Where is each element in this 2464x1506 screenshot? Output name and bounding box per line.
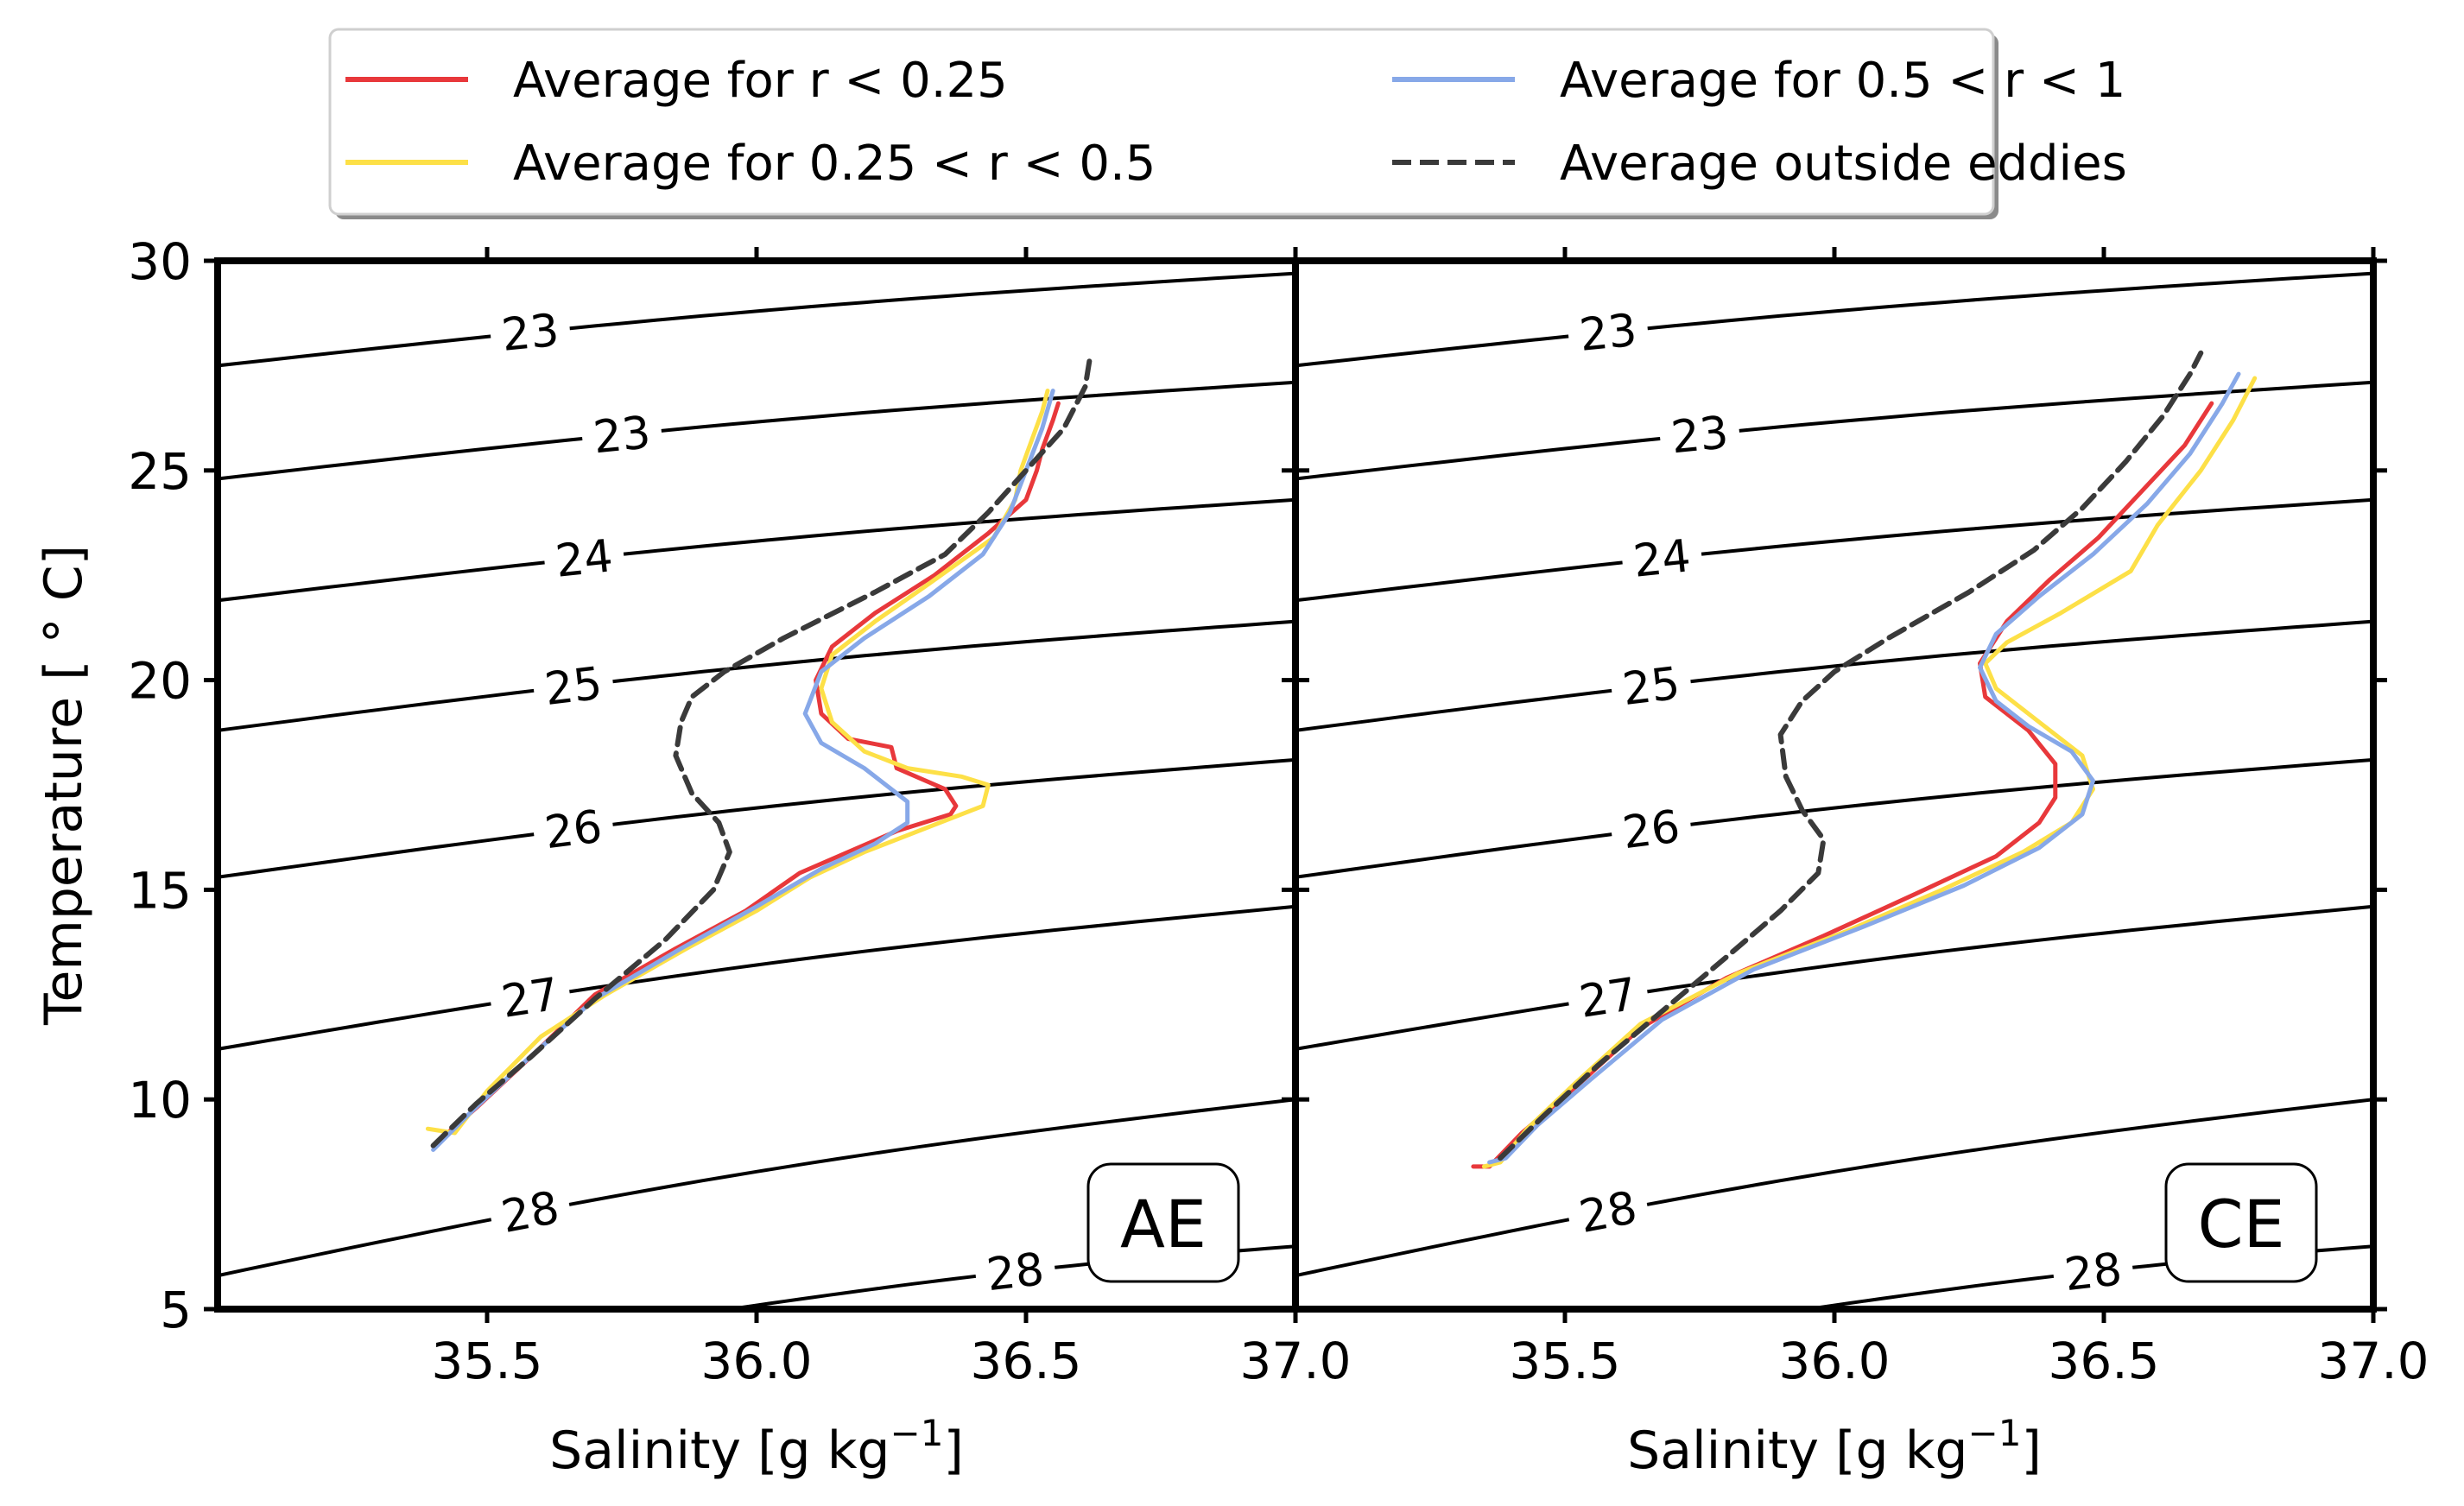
- contour-label-0: 23: [1577, 305, 1639, 362]
- contour-label-5: 27: [1576, 969, 1641, 1028]
- contour-label-1: 23: [1669, 407, 1731, 464]
- legend-box: [328, 28, 1995, 216]
- contour-label-7: 28: [984, 1243, 1046, 1301]
- panel-label: AE: [1120, 1186, 1207, 1262]
- panel-ce: 23 23 24 25 26 27 28 28 35.5 36.0 36.5 37.0 Salinity…: [1282, 247, 2429, 1481]
- contour-label-7: 28: [2062, 1243, 2124, 1301]
- y-tick-label: 20: [128, 652, 192, 711]
- contour-line-6: [1295, 1098, 2373, 1278]
- contour-label-6: 28: [1575, 1182, 1641, 1243]
- contour-label-0: 23: [499, 305, 561, 362]
- series-line-3: [430, 350, 1093, 1148]
- y-axis-label: Temperature [ ° C]: [34, 545, 94, 1026]
- contour-line-1: [218, 380, 1295, 481]
- contour-label-3: 25: [542, 658, 605, 716]
- panels: 23 23 24 25 26 27 28 28 35.5 36.0 36.5 37.0 5 10 15 20 2…: [34, 232, 2429, 1481]
- y-tick-label: 15: [128, 861, 192, 920]
- contour-line-0: [218, 271, 1295, 368]
- contour-line-5: [218, 904, 1295, 1051]
- legend-entry-2: Average for 0.25 < r < 0.5: [513, 136, 1156, 192]
- y-tick-label: 10: [128, 1071, 192, 1130]
- y-tick-label: 30: [128, 232, 192, 291]
- contour-line-4: [1295, 757, 2373, 879]
- series-lines: [1471, 350, 2258, 1169]
- contour-line-3: [1295, 619, 2373, 732]
- contour-line-1: [1295, 380, 2373, 481]
- contour-label-4: 26: [542, 801, 605, 860]
- x-tick-label: 36.5: [970, 1332, 1081, 1390]
- legend-entry-1: Average for 0.5 < r < 1: [1560, 53, 2125, 109]
- x-tick-label: 37.0: [1239, 1332, 1351, 1390]
- series-line-0: [431, 401, 1061, 1148]
- series-lines: [425, 350, 1093, 1152]
- y-tick-label: 5: [160, 1281, 192, 1339]
- x-axis-label: Salinity [g kg−1]: [549, 1412, 964, 1481]
- density-contours: 23 23 24 25 26 27 28 28: [218, 271, 1295, 1309]
- series-line-2: [1487, 371, 2241, 1165]
- contour-line-3: [218, 619, 1295, 732]
- contour-label-6: 28: [497, 1182, 563, 1243]
- contour-label-4: 26: [1619, 801, 1682, 860]
- x-tick-label: 36.0: [700, 1332, 812, 1390]
- legend-entry-3: Average outside eddies: [1560, 136, 2127, 192]
- x-tick-label: 36.0: [1778, 1332, 1890, 1390]
- contour-label-3: 25: [1620, 658, 1683, 716]
- contour-label-5: 27: [498, 969, 563, 1028]
- panel-label-box: [2164, 1162, 2318, 1283]
- contour-label-2: 24: [1631, 530, 1693, 588]
- density-contours: 23 23 24 25 26 27 28 28: [1295, 271, 2373, 1309]
- x-tick-label: 35.5: [1509, 1332, 1620, 1390]
- y-tick-label: 25: [128, 442, 192, 501]
- legend: Average for r < 0.25 Average for 0.5 < r …: [328, 28, 2127, 216]
- plot-frame: [214, 257, 1299, 1313]
- contour-line-0: [1295, 271, 2373, 368]
- contour-line-2: [1295, 497, 2373, 603]
- x-tick-label: 37.0: [2317, 1332, 2429, 1390]
- x-axis-label: Salinity [g kg−1]: [1627, 1412, 2042, 1481]
- contour-line-6: [218, 1098, 1295, 1278]
- contour-line-5: [1295, 904, 2373, 1051]
- panel-label-box: [1086, 1162, 1240, 1283]
- x-tick-label: 35.5: [431, 1332, 542, 1390]
- contour-line-4: [218, 757, 1295, 879]
- x-tick-label: 36.5: [2048, 1332, 2159, 1390]
- contour-label-1: 23: [591, 407, 653, 464]
- contour-label-2: 24: [553, 530, 615, 588]
- legend-entry-0: Average for r < 0.25: [513, 53, 1008, 109]
- series-line-3: [1498, 350, 2204, 1161]
- contour-line-2: [218, 497, 1295, 603]
- panel-label: CE: [2197, 1186, 2284, 1262]
- series-line-2: [431, 389, 1055, 1152]
- panel-ae: 23 23 24 25 26 27 28 28 35.5 36.0 36.5 37.0 5 10 15 20 2…: [128, 232, 1351, 1481]
